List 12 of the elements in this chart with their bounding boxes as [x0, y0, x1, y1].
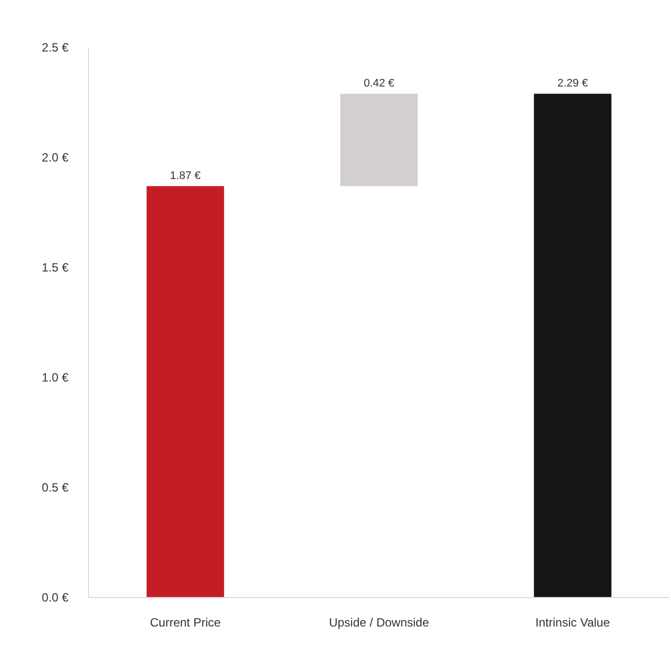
data-label: 0.42 € [364, 78, 394, 90]
x-tick-label: Current Price [150, 616, 222, 630]
x-tick-label: Upside / Downside [328, 616, 430, 630]
x-tick-label: Intrinsic Value [535, 616, 610, 630]
data-label: 2.29 € [557, 78, 588, 90]
y-tick-label: 0.0 € [42, 590, 69, 604]
y-tick-label: 0.5 € [42, 480, 69, 494]
y-tick-label: 1.5 € [42, 260, 69, 274]
y-tick-label: 1.0 € [42, 370, 69, 384]
y-tick-label: 2.5 € [42, 40, 69, 54]
y-tick-label: 2.0 € [42, 150, 69, 164]
data-label: 1.87 € [170, 170, 201, 182]
